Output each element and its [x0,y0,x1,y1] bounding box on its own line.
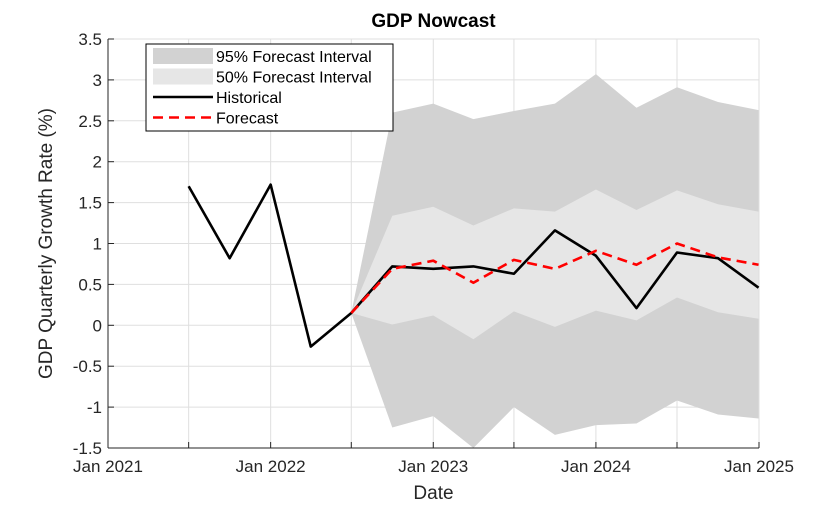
x-axis-label: Date [413,483,453,504]
legend: 95% Forecast Interval 50% Forecast Interv… [145,43,394,132]
legend-label: Forecast [216,111,279,128]
band-50-interval [351,189,759,340]
tick-labels: Jan 2021 Jan 2022 Jan 2023 Jan 2024 Jan 2025… [73,30,794,476]
series-lines [187,183,760,348]
y-tick-label: 1.5 [78,194,102,213]
x-tick-label: Jan 2025 [724,457,794,476]
chart-title: GDP Nowcast [371,11,496,32]
y-tick-label: -1 [87,398,102,417]
x-tick-label: Jan 2023 [398,457,468,476]
legend-label: 50% Forecast Interval [216,70,372,87]
y-tick-label: -0.5 [73,357,102,376]
forecast-bands [351,74,759,448]
y-tick-label: 2.5 [78,112,102,131]
legend-label: 95% Forecast Interval [216,49,372,66]
y-tick-label: 0 [93,316,102,335]
legend-swatch [153,48,213,64]
x-tick-label: Jan 2021 [73,457,143,476]
y-tick-label: 0.5 [78,275,102,294]
historical-line [187,183,760,348]
y-tick-label: 3 [93,71,102,90]
forecast-line [350,242,759,314]
x-tick-label: Jan 2022 [236,457,306,476]
x-tick-label: Jan 2024 [561,457,631,476]
y-tick-label: 3.5 [78,30,102,49]
legend-label: Historical [216,90,282,107]
y-tick-label: 1 [93,235,102,254]
y-tick-label: 2 [93,153,102,172]
legend-swatch [153,68,213,85]
y-tick-label: -1.5 [73,439,102,458]
y-axis-label: GDP Quarterly Growth Rate (%) [36,108,57,379]
axes [107,38,760,449]
